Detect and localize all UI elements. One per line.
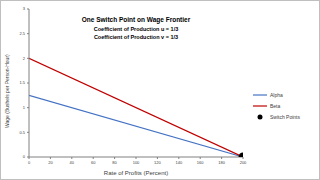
svg-text:0: 0: [28, 160, 31, 165]
html-text:Beta: Beta: [270, 102, 281, 109]
svg-text:140: 140: [175, 160, 182, 165]
svg-text:180: 180: [218, 160, 225, 165]
svg-text:0.5: 0.5: [19, 130, 25, 135]
svg-text:40: 40: [70, 160, 75, 165]
svg-text:100: 100: [133, 160, 140, 165]
svg-text:60: 60: [91, 160, 96, 165]
svg-text:80: 80: [112, 160, 117, 165]
svg-text:2: 2: [23, 56, 26, 61]
svg-text:Rate of Profits (Percent): Rate of Profits (Percent): [104, 170, 168, 176]
svg-text:2.5: 2.5: [19, 31, 25, 36]
svg-text:160: 160: [197, 160, 204, 165]
html-text:Coefficient of Production v =: Coefficient of Production v = 1/3: [93, 34, 179, 40]
html-text:Switch Points: Switch Points: [270, 113, 300, 120]
html-text:Coefficient of Production u =: Coefficient of Production u = 1/3: [93, 25, 179, 32]
svg-text:Wage (Bushels per Person-Hour): Wage (Bushels per Person-Hour): [8, 54, 10, 128]
svg-text:20: 20: [48, 160, 53, 165]
html-text:One Switch Point on Wage Front: One Switch Point on Wage Frontier: [81, 16, 191, 23]
svg-text:120: 120: [154, 160, 161, 165]
html-text:Alpha: Alpha: [270, 91, 283, 98]
svg-text:1: 1: [23, 105, 26, 110]
svg-text:0: 0: [23, 154, 26, 159]
svg-text:200: 200: [240, 160, 247, 165]
svg-text:3: 3: [23, 6, 26, 11]
svg-text:1.5: 1.5: [19, 80, 25, 85]
